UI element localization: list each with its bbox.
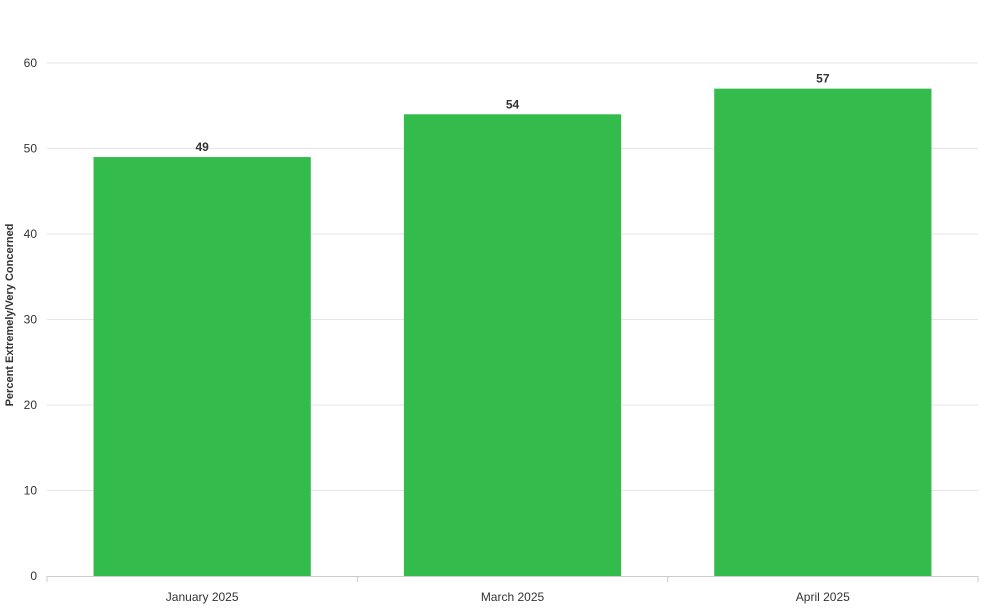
y-tick-label: 40 [24,227,38,241]
bar-1 [93,157,311,577]
y-tick-label: 20 [24,398,38,412]
bars [93,88,932,577]
y-axis-ticks: 0 10 20 30 40 50 60 [24,56,38,583]
x-axis: January 2025 March 2025 April 2025 [46,576,979,604]
y-tick-label: 60 [24,56,38,70]
bar-2 [403,114,622,577]
y-axis-title: Percent Extremely/Very Concerned [4,224,16,407]
x-tick-label: March 2025 [481,590,545,604]
y-tick-label: 0 [30,569,37,583]
x-tick-label: April 2025 [796,590,850,604]
data-label: 49 [195,140,209,154]
x-tick-label: January 2025 [166,590,239,604]
bar-3 [714,88,932,577]
y-tick-label: 50 [24,142,38,156]
y-tick-label: 30 [24,313,38,327]
data-label: 54 [506,97,520,111]
data-labels: 49 54 57 [195,72,829,154]
data-label: 57 [816,72,830,86]
y-tick-label: 10 [24,484,38,498]
